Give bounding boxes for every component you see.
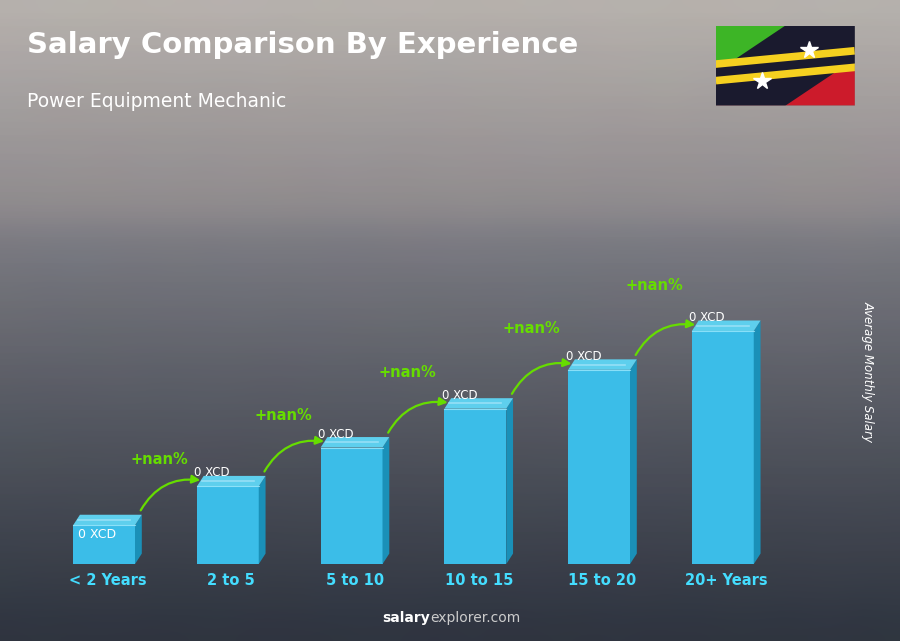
Polygon shape: [692, 331, 696, 564]
Polygon shape: [506, 398, 513, 564]
Polygon shape: [320, 447, 324, 564]
Text: explorer.com: explorer.com: [430, 611, 520, 625]
Polygon shape: [197, 476, 266, 487]
Polygon shape: [73, 515, 142, 525]
Text: +nan%: +nan%: [130, 452, 189, 467]
Text: 2 to 5: 2 to 5: [207, 572, 255, 588]
Polygon shape: [320, 437, 390, 447]
Text: +nan%: +nan%: [378, 365, 436, 380]
Polygon shape: [716, 26, 855, 106]
Text: 0 XCD: 0 XCD: [442, 388, 478, 402]
Text: salary: salary: [382, 611, 430, 625]
Polygon shape: [754, 320, 760, 564]
Text: < 2 Years: < 2 Years: [68, 572, 147, 588]
Polygon shape: [445, 409, 448, 564]
Text: +nan%: +nan%: [502, 321, 560, 337]
Text: 0 XCD: 0 XCD: [689, 311, 725, 324]
Text: 0 XCD: 0 XCD: [319, 428, 354, 440]
Polygon shape: [73, 525, 77, 564]
Polygon shape: [135, 515, 142, 564]
Polygon shape: [716, 54, 855, 77]
Text: 0 XCD: 0 XCD: [194, 467, 230, 479]
Polygon shape: [630, 360, 637, 564]
Text: 15 to 20: 15 to 20: [568, 572, 636, 588]
Polygon shape: [692, 331, 754, 564]
Text: Average Monthly Salary: Average Monthly Salary: [862, 301, 875, 442]
Polygon shape: [692, 320, 760, 331]
Polygon shape: [320, 447, 382, 564]
Polygon shape: [445, 398, 513, 409]
Text: 20+ Years: 20+ Years: [685, 572, 768, 588]
Polygon shape: [197, 487, 259, 564]
Text: Salary Comparison By Experience: Salary Comparison By Experience: [27, 31, 578, 59]
Text: 10 to 15: 10 to 15: [445, 572, 513, 588]
Polygon shape: [568, 360, 637, 370]
Polygon shape: [716, 26, 855, 106]
Polygon shape: [568, 370, 630, 564]
Polygon shape: [445, 409, 506, 564]
Text: +nan%: +nan%: [626, 278, 684, 293]
Polygon shape: [568, 370, 572, 564]
Text: 0 XCD: 0 XCD: [565, 350, 601, 363]
Text: +nan%: +nan%: [255, 408, 312, 424]
Text: Power Equipment Mechanic: Power Equipment Mechanic: [27, 92, 286, 111]
Polygon shape: [73, 525, 135, 564]
Polygon shape: [716, 26, 855, 106]
Polygon shape: [197, 487, 201, 564]
Polygon shape: [259, 476, 266, 564]
Text: 0 XCD: 0 XCD: [78, 528, 116, 542]
Polygon shape: [382, 437, 390, 564]
Text: 5 to 10: 5 to 10: [326, 572, 384, 588]
